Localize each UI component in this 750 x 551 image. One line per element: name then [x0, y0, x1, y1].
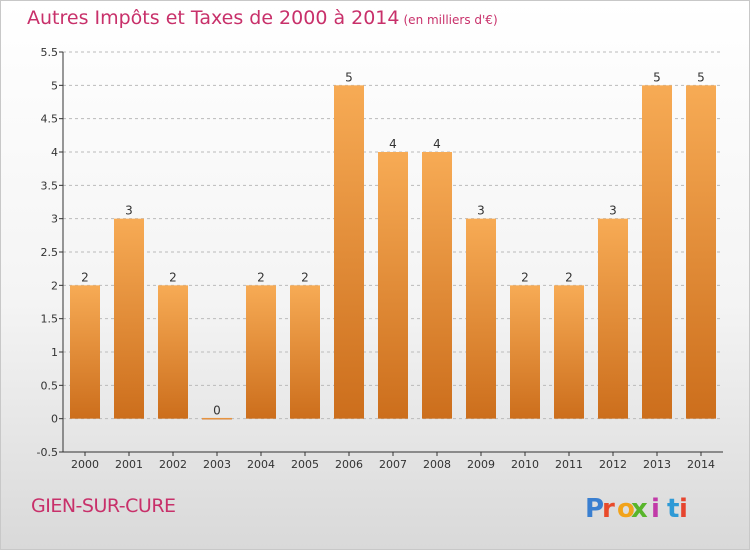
y-tick-label: 4.5 [41, 113, 59, 126]
logo-letter: i [651, 494, 660, 524]
logo-letter: o [617, 494, 635, 524]
commune-name: GIEN-SUR-CURE [31, 495, 176, 517]
logo-letter: r [602, 494, 615, 524]
value-label: 3 [477, 204, 485, 218]
x-tick-label: 2008 [423, 458, 451, 471]
chart-subtitle: (en milliers d'€) [403, 13, 498, 27]
bar-2011 [554, 285, 584, 419]
bar-2010 [510, 285, 540, 419]
logo-letter: P [585, 494, 604, 524]
value-label: 5 [345, 70, 353, 84]
chart-title-main: Autres Impôts et Taxes de 2000 à 2014 [27, 7, 400, 29]
bar-2002 [158, 285, 188, 419]
bar-2006 [334, 85, 364, 419]
x-tick-label: 2012 [599, 458, 627, 471]
x-tick-label: 2002 [159, 458, 187, 471]
value-label: 2 [521, 270, 529, 284]
value-label: 4 [433, 137, 441, 151]
value-label: 5 [697, 70, 705, 84]
proxiti-logo: Pr ox i t i [585, 494, 688, 524]
x-tick-label: 2011 [555, 458, 583, 471]
y-tick-label: 4 [51, 146, 58, 159]
bar-2000 [70, 285, 100, 419]
y-tick-label: 1.5 [41, 313, 59, 326]
y-tick-label: 1 [51, 346, 58, 359]
y-tick-label: 5 [51, 79, 58, 92]
x-tick-label: 2003 [203, 458, 231, 471]
y-tick-label: 2.5 [41, 246, 59, 259]
value-label: 2 [257, 270, 265, 284]
bar-2007 [378, 152, 408, 419]
logo-letter: t [667, 494, 679, 524]
x-tick-label: 2010 [511, 458, 539, 471]
bar-2008 [422, 152, 452, 419]
axes: -0.5 0 0.5 1 1.5 2 2.5 3 3.5 4 4.5 5 5.5 2000 2001 2002… [37, 46, 723, 471]
x-tick-label: 2007 [379, 458, 407, 471]
value-labels: 2 3 2 0 2 2 5 4 4 3 2 2 3 5 5 [81, 70, 705, 417]
x-tick-label: 2013 [643, 458, 671, 471]
x-tick-label: 2000 [71, 458, 99, 471]
value-label: 0 [213, 404, 221, 418]
chart-title: Autres Impôts et Taxes de 2000 à 2014 (en… [27, 7, 498, 29]
value-label: 3 [609, 204, 617, 218]
bar-2003 [202, 417, 232, 420]
x-tick-label: 2006 [335, 458, 363, 471]
value-label: 2 [565, 270, 573, 284]
y-tick-label: 3 [51, 213, 58, 226]
value-label: 2 [81, 270, 89, 284]
y-tick-label: 2 [51, 279, 58, 292]
bar-2001 [114, 218, 144, 419]
bar-2005 [290, 285, 320, 419]
y-tick-label: 5.5 [41, 46, 59, 59]
value-label: 2 [301, 270, 309, 284]
logo-letter: i [679, 494, 688, 524]
y-tick-label: -0.5 [37, 446, 58, 459]
bars [70, 85, 716, 420]
bar-2004 [246, 285, 276, 419]
value-label: 2 [169, 270, 177, 284]
bar-2009 [466, 218, 496, 419]
bar-2014 [686, 85, 716, 419]
x-tick-label: 2009 [467, 458, 495, 471]
x-tick-label: 2001 [115, 458, 143, 471]
value-label: 3 [125, 204, 133, 218]
bar-2012 [598, 218, 628, 419]
y-tick-label: 0.5 [41, 379, 59, 392]
x-tick-label: 2004 [247, 458, 275, 471]
value-label: 5 [653, 70, 661, 84]
logo-letter: x [631, 494, 648, 524]
value-label: 4 [389, 137, 397, 151]
x-tick-label: 2005 [291, 458, 319, 471]
x-tick-label: 2014 [687, 458, 715, 471]
y-tick-label: 3.5 [41, 179, 59, 192]
bar-2013 [642, 85, 672, 419]
y-tick-label: 0 [51, 413, 58, 426]
